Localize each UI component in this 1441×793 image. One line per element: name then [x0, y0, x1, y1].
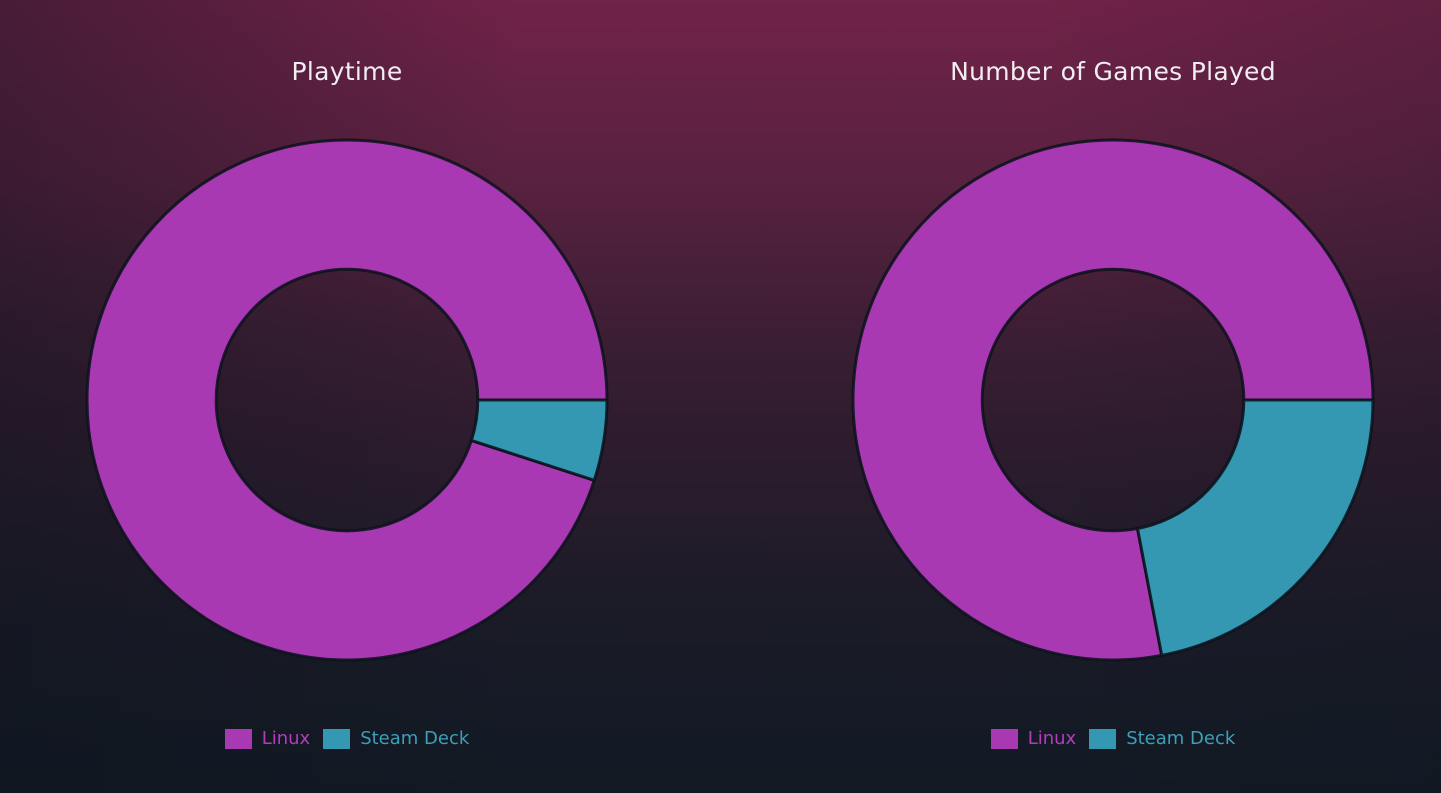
legend-label-steam-deck: Steam Deck: [360, 728, 470, 749]
legend-swatch-steam-deck: [1089, 728, 1117, 749]
legend-playtime: Linux Steam Deck: [67, 728, 627, 749]
chart-panel-playtime: Playtime Linux Steam Deck: [67, 0, 627, 793]
legend-games-played: Linux Steam Deck: [833, 728, 1393, 749]
donut-slice-linux: [851, 138, 1375, 662]
donut-slice-steam-deck: [1136, 398, 1375, 657]
donut-slice-linux: [85, 138, 609, 662]
legend-label-linux: Linux: [1027, 728, 1077, 749]
chart-title-games-played: Number of Games Played: [950, 56, 1276, 86]
legend-item-linux: Linux: [224, 728, 311, 749]
donut-chart-games-played: [851, 138, 1375, 662]
chart-title-playtime: Playtime: [291, 56, 403, 86]
donut-slice-steam-deck: [469, 398, 609, 482]
legend-label-steam-deck: Steam Deck: [1126, 728, 1236, 749]
legend-item-steam-deck: Steam Deck: [1089, 728, 1235, 749]
legend-label-linux: Linux: [261, 728, 311, 749]
chart-panel-games-played: Number of Games Played Linux Steam Deck: [833, 0, 1393, 793]
legend-swatch-steam-deck: [323, 728, 351, 749]
donut-chart-playtime: [85, 138, 609, 662]
legend-item-steam-deck: Steam Deck: [323, 728, 469, 749]
legend-item-linux: Linux: [990, 728, 1077, 749]
legend-swatch-linux: [224, 728, 252, 749]
legend-swatch-linux: [990, 728, 1018, 749]
